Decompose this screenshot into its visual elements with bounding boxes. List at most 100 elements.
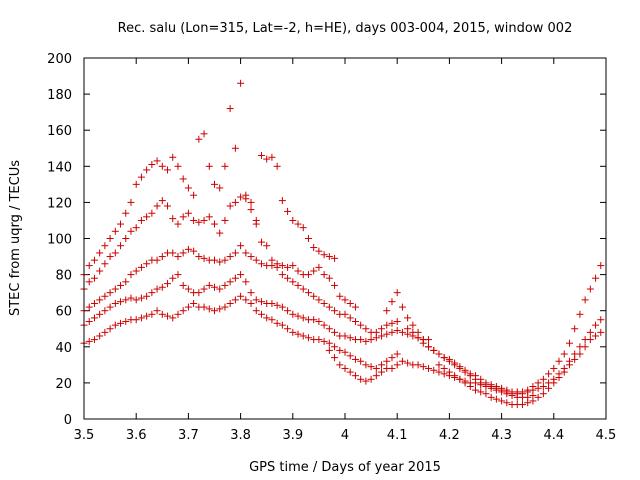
- data-point: [132, 224, 140, 232]
- data-point: [211, 256, 218, 264]
- data-point: [378, 361, 386, 369]
- data-point: [174, 253, 182, 261]
- data-point: [581, 296, 589, 304]
- y-tick-label: 160: [47, 124, 72, 139]
- data-point: [430, 366, 438, 374]
- x-tick-label: 3.7: [178, 428, 199, 443]
- data-point: [237, 292, 245, 300]
- data-point: [351, 372, 359, 380]
- data-point: [325, 253, 333, 261]
- data-point: [237, 79, 245, 87]
- data-point: [184, 245, 192, 253]
- data-point: [550, 364, 558, 372]
- data-point: [472, 386, 479, 394]
- data-point: [299, 332, 307, 340]
- data-point: [378, 368, 386, 376]
- data-point: [106, 253, 114, 261]
- data-point: [132, 267, 140, 275]
- axis-ticks: 3.5 3.6 3.7 3.8 3.9 4 4.1 4.2 4.3 4.4 4.5 0 20 40 60 80…: [47, 52, 616, 443]
- data-point: [357, 336, 365, 344]
- data-point: [304, 271, 312, 279]
- data-point: [231, 249, 239, 257]
- data-point: [419, 363, 427, 371]
- data-point: [137, 263, 145, 271]
- data-point: [211, 220, 218, 228]
- data-point: [242, 249, 250, 257]
- data-point: [315, 247, 323, 255]
- data-point: [529, 386, 537, 394]
- data-point: [299, 314, 307, 322]
- data-point: [137, 314, 145, 322]
- x-axis-label: GPS time / Days of year 2015: [249, 460, 441, 475]
- x-tick-label: 4.2: [439, 428, 460, 443]
- x-tick-label: 4.3: [491, 428, 512, 443]
- data-point: [169, 314, 177, 322]
- data-point: [226, 202, 234, 210]
- data-point: [362, 325, 370, 333]
- data-point: [451, 359, 459, 367]
- data-point: [273, 263, 281, 271]
- data-point: [289, 262, 297, 270]
- data-point: [294, 330, 302, 338]
- data-point: [179, 307, 187, 315]
- data-point: [278, 303, 286, 311]
- data-point: [435, 361, 443, 369]
- data-point: [278, 321, 286, 329]
- y-tick-label: 0: [64, 413, 72, 428]
- data-point: [252, 220, 260, 228]
- data-point: [524, 399, 532, 407]
- data-point: [216, 229, 224, 237]
- data-point: [216, 258, 224, 266]
- data-point: [164, 312, 172, 320]
- data-point: [388, 328, 396, 336]
- data-point: [117, 319, 125, 327]
- data-point: [174, 162, 182, 170]
- data-point: [101, 242, 109, 250]
- data-point: [482, 390, 490, 398]
- data-point: [393, 327, 401, 335]
- data-point: [367, 363, 375, 371]
- data-point: [325, 346, 333, 354]
- data-point: [597, 316, 605, 324]
- data-point: [325, 274, 333, 282]
- data-point: [169, 249, 177, 257]
- data-point: [482, 379, 490, 387]
- data-point: [586, 285, 594, 293]
- data-point: [221, 162, 229, 170]
- data-point: [252, 307, 260, 315]
- data-point: [336, 346, 344, 354]
- x-tick-label: 4.1: [387, 428, 408, 443]
- data-point: [221, 256, 229, 264]
- data-point: [539, 390, 547, 398]
- data-point: [231, 198, 239, 206]
- data-point: [221, 303, 229, 311]
- data-point: [284, 307, 292, 315]
- data-point: [184, 209, 192, 217]
- data-point: [216, 285, 224, 293]
- data-point: [466, 383, 474, 391]
- data-point: [492, 395, 500, 403]
- data-point: [205, 305, 213, 313]
- data-point: [247, 299, 255, 307]
- data-point: [289, 216, 297, 224]
- data-point: [586, 336, 594, 344]
- data-point: [425, 364, 433, 372]
- data-point: [304, 334, 312, 342]
- data-point: [529, 397, 537, 405]
- data-point: [539, 375, 547, 383]
- data-point: [148, 209, 156, 217]
- data-point: [555, 357, 563, 365]
- data-point: [200, 216, 208, 224]
- data-point: [592, 332, 600, 340]
- y-tick-label: 120: [47, 196, 72, 211]
- data-point: [237, 193, 245, 201]
- data-point: [560, 368, 568, 376]
- data-point: [257, 260, 265, 268]
- data-point: [153, 256, 161, 264]
- data-point: [388, 354, 396, 362]
- data-point: [221, 281, 229, 289]
- data-point: [310, 244, 318, 252]
- data-point: [456, 375, 464, 383]
- data-point: [158, 253, 166, 261]
